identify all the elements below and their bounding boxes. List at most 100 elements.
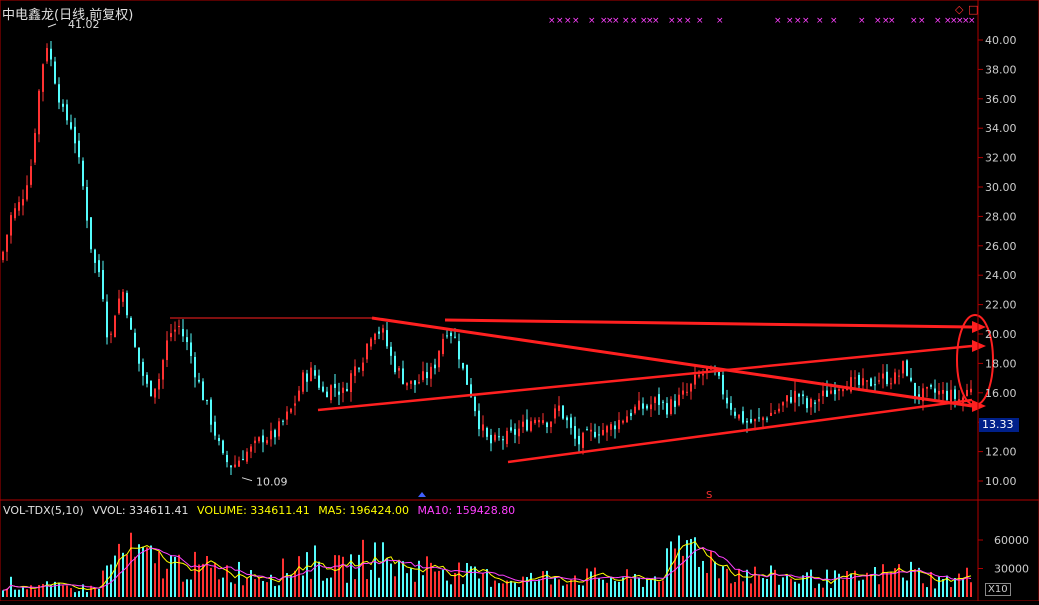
signal-marker: ×: [652, 16, 660, 26]
ma10-value: MA10: 159428.80: [417, 504, 516, 517]
candle-body: [450, 332, 452, 336]
volume-bar: [646, 579, 648, 597]
price-tick-label: 28.00: [985, 210, 1017, 223]
candle-body: [358, 368, 360, 370]
volume-bar: [470, 566, 472, 597]
candle-body: [106, 301, 108, 338]
candle-body: [742, 411, 744, 423]
volume-bar: [738, 568, 740, 597]
volume-bar: [218, 579, 220, 597]
volume-bar: [758, 575, 760, 597]
candle-body: [570, 417, 572, 428]
candle-body: [698, 374, 700, 377]
candle-body: [318, 375, 320, 388]
candle-body: [934, 388, 936, 393]
volume-bar: [494, 580, 496, 597]
volume-bar: [66, 585, 68, 597]
candle-body: [810, 398, 812, 408]
volume-bar: [22, 587, 24, 597]
square-icon[interactable]: □: [968, 3, 979, 16]
volume-bar: [902, 577, 904, 597]
volume-scale-button[interactable]: X10: [985, 583, 1011, 596]
candle-body: [222, 440, 224, 454]
signal-marker: ×: [794, 16, 802, 26]
volume-bar: [726, 568, 728, 597]
candle-body: [326, 391, 328, 398]
volume-bar: [266, 582, 268, 597]
diamond-icon[interactable]: ◇: [955, 3, 964, 16]
volume-bar: [934, 588, 936, 597]
candle-body: [958, 399, 960, 402]
candle-body: [854, 377, 856, 379]
volume-bar: [686, 540, 688, 597]
signal-marker: ×: [956, 16, 964, 26]
volume-indicator-name: VOL-TDX(5,10): [3, 504, 84, 517]
candle-body: [314, 370, 316, 376]
volume-bar: [482, 573, 484, 597]
volume-bar: [574, 575, 576, 597]
candle-body: [214, 421, 216, 436]
candle-body: [126, 292, 128, 316]
volume-bar: [654, 576, 656, 597]
candle-body: [922, 388, 924, 402]
volume-bar: [766, 578, 768, 597]
candle-body: [82, 160, 84, 187]
volume-bar: [182, 581, 184, 597]
candle-body: [478, 410, 480, 430]
volume-bar: [634, 573, 636, 597]
volume-bar: [394, 576, 396, 597]
volume-bar: [358, 554, 360, 597]
price-tick-label: 34.00: [985, 122, 1017, 135]
volume-bar: [878, 584, 880, 597]
volume-bar: [858, 580, 860, 597]
price-tick-label: 38.00: [985, 63, 1017, 76]
candle-body: [850, 377, 852, 392]
candle-body: [794, 390, 796, 403]
up-arrow-marker: [418, 492, 426, 497]
signal-marker: ×: [802, 16, 810, 26]
volume-bar: [298, 556, 300, 597]
volume-bar: [170, 555, 172, 597]
candle-body: [822, 390, 824, 397]
volume-bar: [306, 552, 308, 597]
candle-body: [878, 380, 880, 382]
candle-body: [406, 382, 408, 386]
candle-body: [646, 405, 648, 409]
volume-bar: [474, 566, 476, 597]
candle-body: [758, 417, 760, 419]
candle-body: [514, 429, 516, 435]
volume-bar: [842, 579, 844, 597]
volume-bar: [350, 554, 352, 597]
volume-panel[interactable]: [2, 532, 972, 597]
volume-bar: [802, 575, 804, 597]
candle-body: [846, 388, 848, 391]
candle-body: [278, 421, 280, 437]
volume-bar: [226, 565, 228, 597]
candle-body: [6, 234, 8, 252]
candle-body: [546, 422, 548, 428]
volume-bar: [894, 568, 896, 597]
candle-body: [226, 454, 228, 463]
candle-body: [686, 391, 688, 393]
candle-body: [894, 372, 896, 384]
volume-ma10-line: [2, 546, 972, 591]
candle-body: [322, 386, 324, 392]
volume-bar: [606, 582, 608, 597]
candle-body: [246, 451, 248, 462]
candle-body: [802, 394, 804, 397]
trendline-arrow: [972, 400, 986, 412]
volume-bar: [114, 555, 116, 597]
volume-bar: [82, 584, 84, 597]
volume-bar: [382, 542, 384, 597]
volume-bar: [690, 538, 692, 597]
candle-body: [266, 440, 268, 444]
candle-body: [906, 360, 908, 376]
candle-body: [606, 426, 608, 433]
candle-body: [26, 185, 28, 200]
candle-body: [534, 419, 536, 424]
volume-bar: [458, 562, 460, 597]
candle-body: [426, 372, 428, 379]
